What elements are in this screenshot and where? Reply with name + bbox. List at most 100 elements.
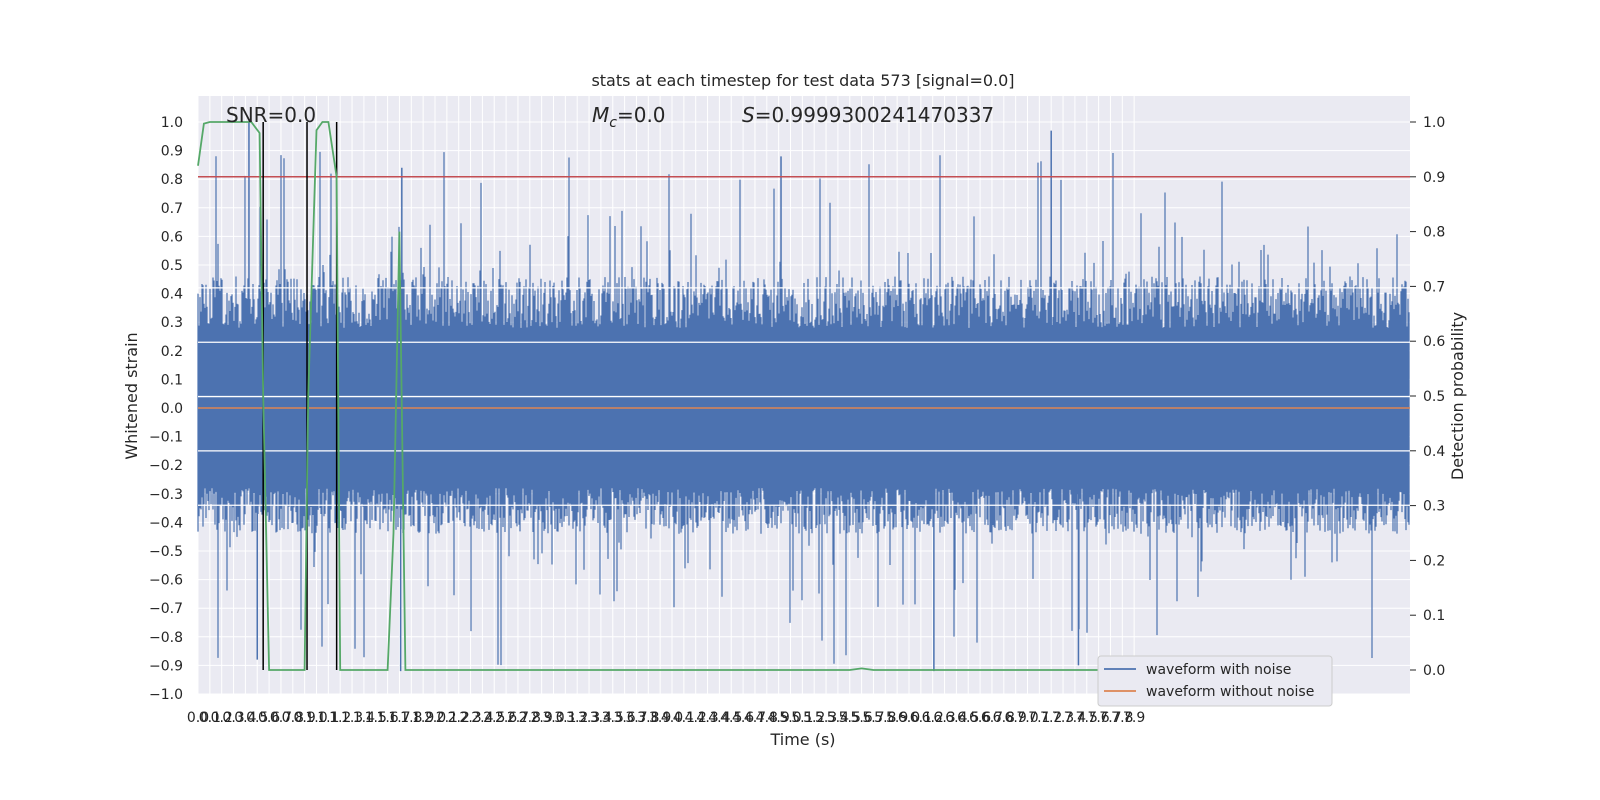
score-annotation: S=0.9999300241470337 (742, 103, 994, 127)
y2-tick-label: 1.0 (1423, 115, 1445, 131)
x-tick-label: 4.6 (732, 710, 754, 726)
x-tick-label: 3.4 (590, 710, 612, 726)
x-tick-label: 3.6 (613, 710, 635, 726)
x-tick-label: 1.8 (400, 710, 422, 726)
y-tick-label: 0.0 (161, 401, 183, 417)
x-tick-label: 5.0 (779, 710, 801, 726)
x-tick-label: 5.7 (862, 710, 884, 726)
y-tick-label: −0.2 (149, 458, 183, 474)
mc-subscript: c (609, 115, 617, 131)
x-tick-label: 6.8 (993, 710, 1015, 726)
y-tick-label: −0.1 (149, 430, 183, 446)
y-tick-label: −0.8 (149, 630, 183, 646)
x-tick-label: 0.3 (222, 710, 244, 726)
x-tick-label: 2.7 (507, 710, 529, 726)
x-tick-label: 5.3 (815, 710, 837, 726)
x-tick-label: 2.3 (459, 710, 481, 726)
x-tick-label: 4.7 (744, 710, 766, 726)
y-tick-label: 0.6 (161, 229, 183, 245)
y2-tick-label: 0.0 (1423, 663, 1445, 679)
y2-tick-label: 0.2 (1423, 553, 1445, 569)
legend: waveform with noise waveform without noi… (1097, 655, 1333, 707)
x-tick-label: 7.3 (1052, 710, 1074, 726)
x-tick-label: 0.2 (211, 710, 233, 726)
y-tick-label: −0.9 (149, 658, 183, 674)
x-tick-label: 4.0 (661, 710, 683, 726)
x-tick-label: 3.1 (554, 710, 576, 726)
x-tick-label: 2.8 (519, 710, 541, 726)
y-axis-ticks: 1.0 0.9 0.8 0.7 0.6 0.5 0.4 0.3 0.2 0.1 0.0 −0.1 −0.… (149, 115, 183, 703)
x-tick-label: 2.0 (424, 710, 446, 726)
series-detection-probability (197, 121, 1141, 671)
y2-tick-label: 0.5 (1423, 389, 1445, 405)
x-tick-label: 5.1 (791, 710, 813, 726)
x-tick-label: 4.5 (720, 710, 742, 726)
snr-annotation: SNR=0.0 (226, 103, 316, 127)
x-tick-label: 3.2 (566, 710, 588, 726)
x-tick-label: 2.6 (495, 710, 517, 726)
x-tick-label: 1.7 (388, 710, 410, 726)
x-tick-label: 6.7 (981, 710, 1003, 726)
y2-tick-label: 0.6 (1423, 334, 1445, 350)
x-tick-label: 6.9 (1005, 710, 1027, 726)
x-tick-label: 0.8 (282, 710, 304, 726)
x-tick-label: 0.0 (187, 710, 209, 726)
y-tick-label: 0.1 (161, 372, 183, 388)
y-tick-label: −0.3 (149, 487, 183, 503)
legend-label-noise: waveform with noise (1146, 662, 1291, 678)
chart-title: stats at each timestep for test data 573… (591, 71, 1014, 90)
y-tick-label: 0.2 (161, 344, 183, 360)
x-tick-label: 1.9 (412, 710, 434, 726)
x-tick-label: 6.0 (898, 710, 920, 726)
y-axis-label: Whitened strain (122, 332, 141, 459)
x-tick-label: 3.0 (542, 710, 564, 726)
x-tick-label: 6.1 (910, 710, 932, 726)
y-tick-label: 0.8 (161, 172, 183, 188)
legend-box (1097, 655, 1333, 707)
x-tick-label: 7.8 (1111, 710, 1133, 726)
x-tick-label: 0.9 (294, 710, 316, 726)
x-tick-label: 2.4 (471, 710, 493, 726)
x-tick-label: 4.9 (768, 710, 790, 726)
x-tick-label: 3.9 (649, 710, 671, 726)
x-tick-label: 3.3 (578, 710, 600, 726)
x-tick-label: 4.4 (708, 710, 730, 726)
y-tick-label: −0.5 (149, 544, 183, 560)
x-tick-label: 3.5 (602, 710, 624, 726)
x-tick-label: 2.1 (436, 710, 458, 726)
x-tick-label: 5.8 (874, 710, 896, 726)
y2-tick-label: 0.9 (1423, 170, 1445, 186)
x-axis-ticks: 0.00.10.20.30.40.50.60.70.80.91.01.11.21… (187, 710, 1145, 726)
x-tick-label: 6.4 (945, 710, 967, 726)
x-tick-label: 2.2 (448, 710, 470, 726)
x-tick-label: 6.3 (933, 710, 955, 726)
y2-axis-label: Detection probability (1448, 312, 1467, 480)
s-value: =0.9999300241470337 (755, 103, 994, 127)
y-tick-label: 0.4 (161, 287, 183, 303)
x-tick-label: 7.4 (1064, 710, 1086, 726)
y-tick-label: 0.5 (161, 258, 183, 274)
x-tick-label: 7.1 (1028, 710, 1050, 726)
x-tick-label: 5.4 (827, 710, 849, 726)
x-tick-label: 2.9 (531, 710, 553, 726)
x-tick-label: 7.7 (1099, 710, 1121, 726)
x-tick-label: 6.6 (969, 710, 991, 726)
x-tick-label: 4.8 (756, 710, 778, 726)
y-tick-label: −0.6 (149, 573, 183, 589)
x-tick-label: 1.0 (305, 710, 327, 726)
x-tick-label: 2.5 (483, 710, 505, 726)
x-tick-label: 7.6 (1087, 710, 1109, 726)
x-tick-label: 0.7 (270, 710, 292, 726)
y2-tick-label: 0.3 (1423, 499, 1445, 515)
x-tick-label: 7.9 (1123, 710, 1145, 726)
x-tick-label: 3.8 (637, 710, 659, 726)
x-tick-label: 5.9 (886, 710, 908, 726)
y-tick-label: 1.0 (161, 115, 183, 131)
x-tick-label: 7.2 (1040, 710, 1062, 726)
y-tick-label: −0.7 (149, 601, 183, 617)
chirp-mass-annotation: Mc=0.0 (592, 103, 666, 131)
x-tick-label: 1.1 (317, 710, 339, 726)
x-tick-label: 0.1 (199, 710, 221, 726)
y2-axis-ticks: 1.0 0.9 0.8 0.7 0.6 0.5 0.4 0.3 0.2 0.1 0.0 (1410, 115, 1445, 679)
x-tick-label: 6.5 (957, 710, 979, 726)
